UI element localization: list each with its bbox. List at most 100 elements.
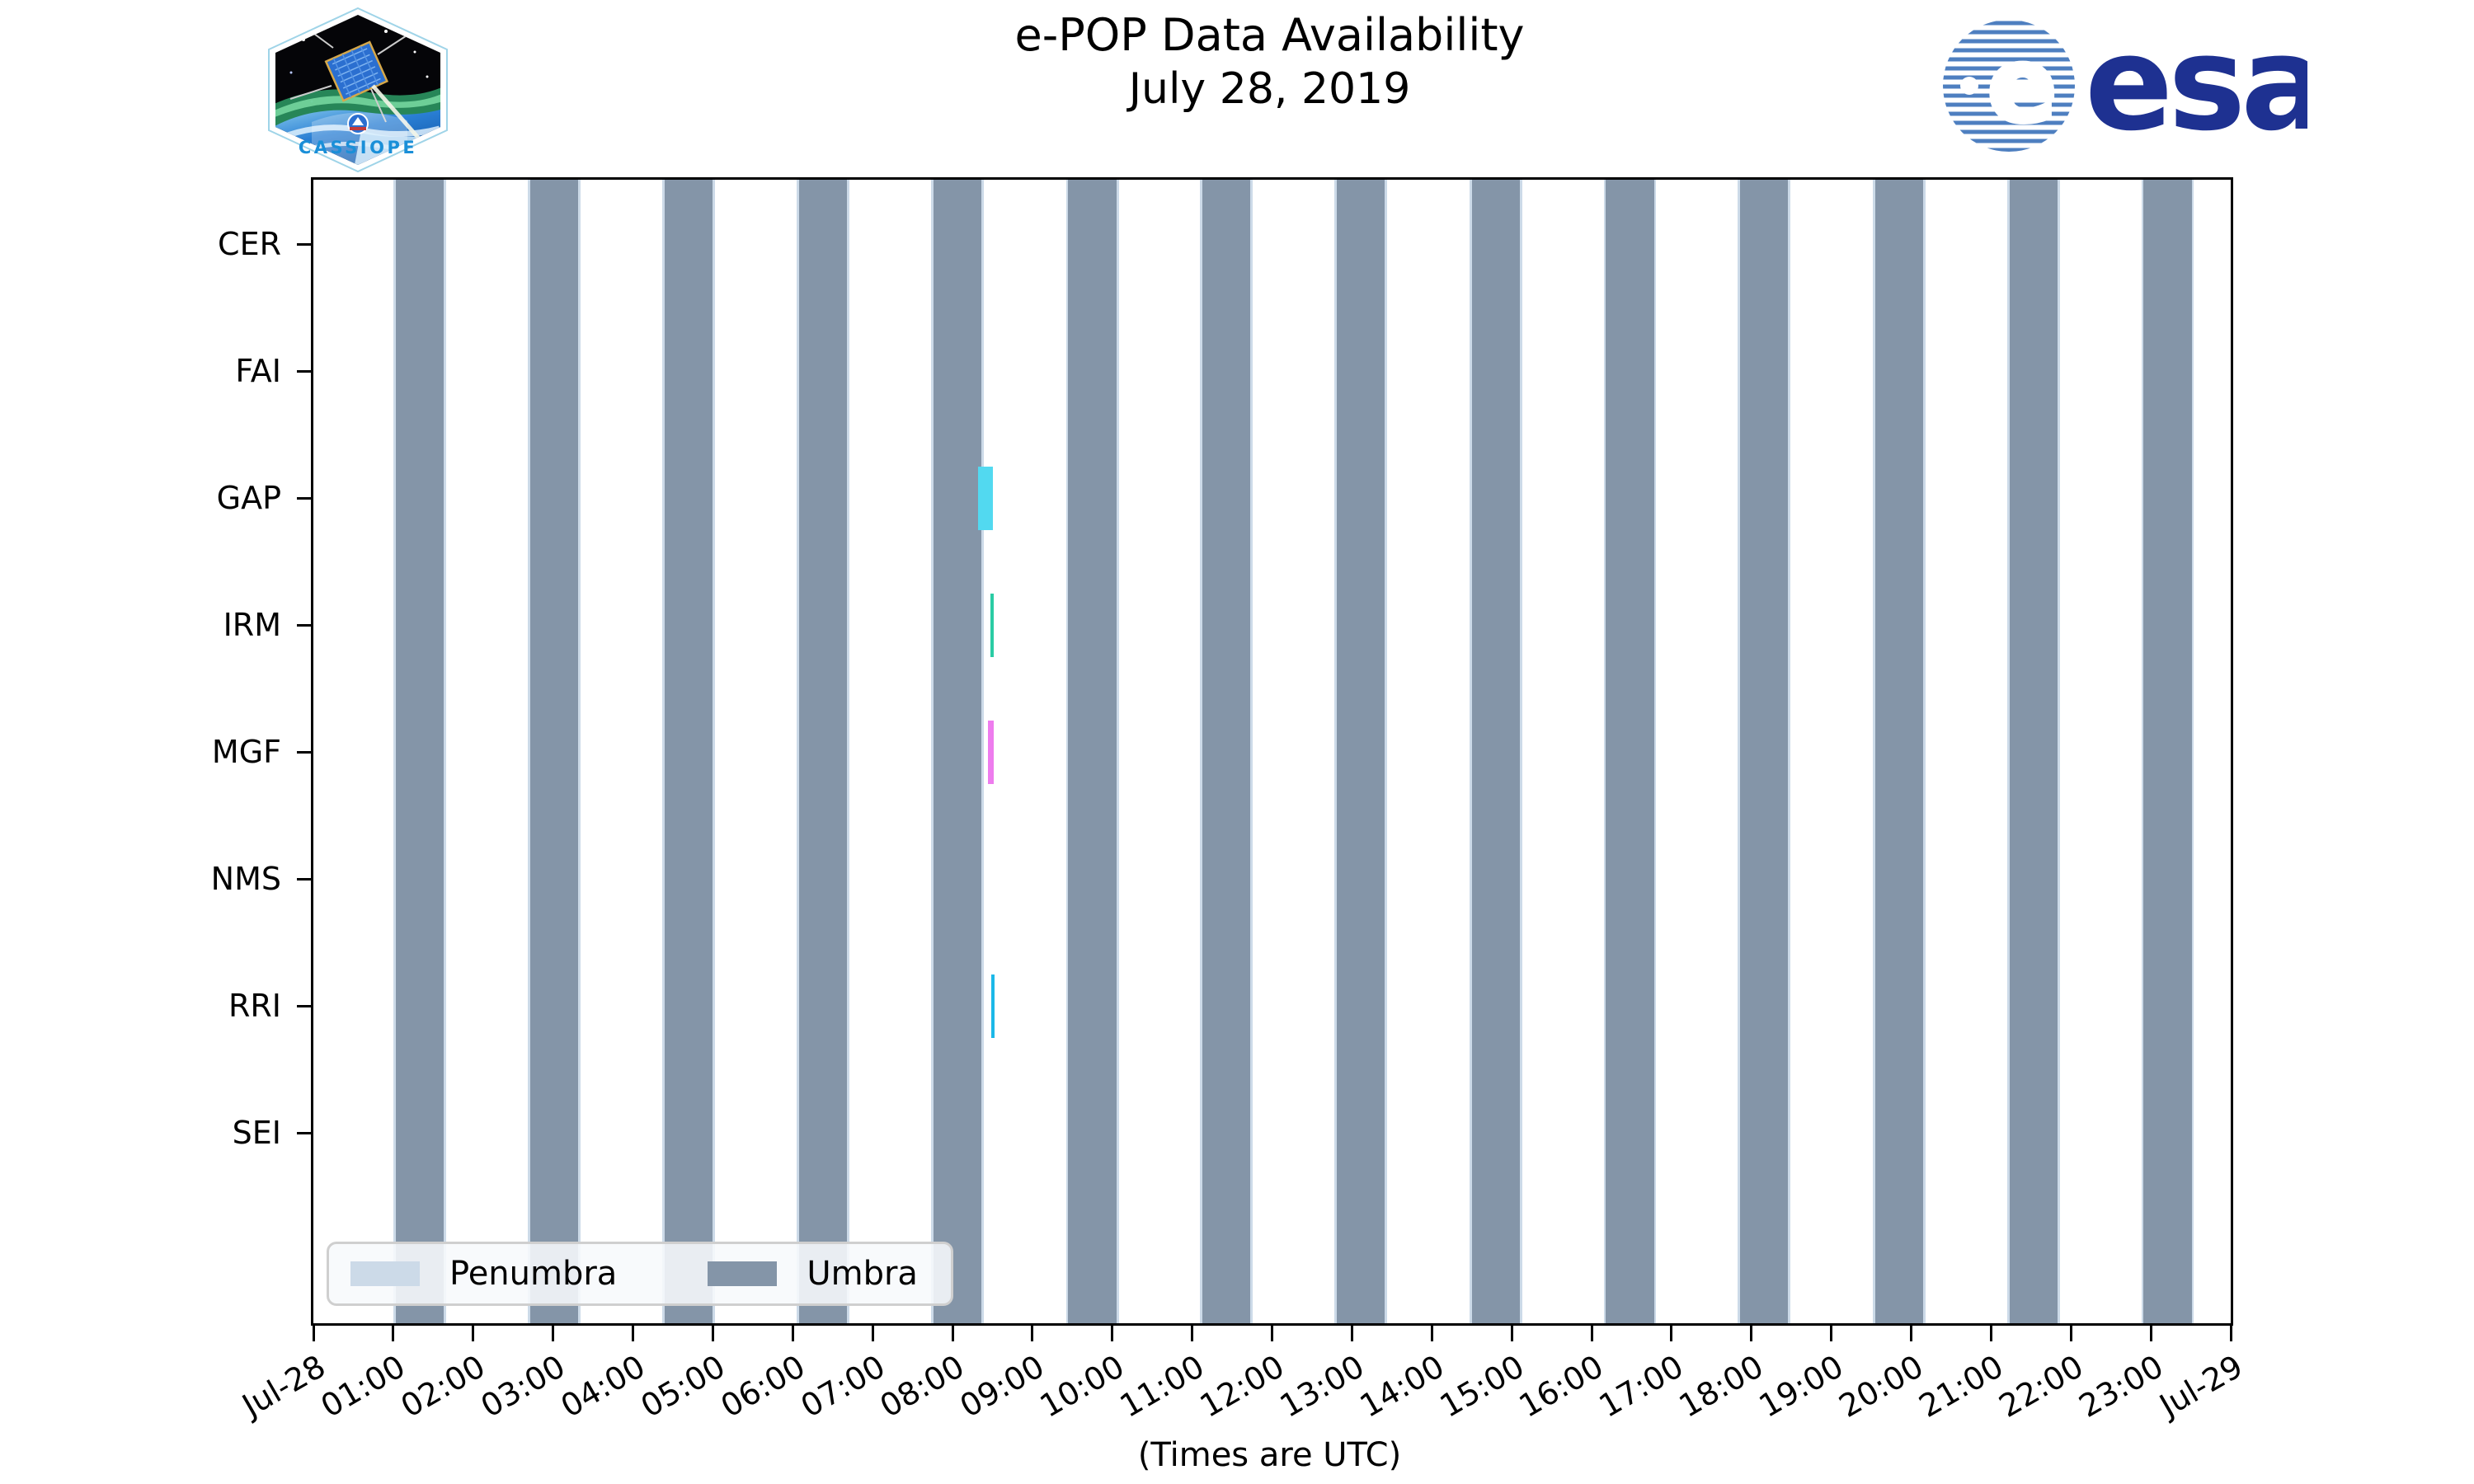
y-tick-label-mgf: MGF (211, 734, 281, 770)
x-tick-label: 21:00 (1912, 1348, 2010, 1425)
umbra-interval-bar (2143, 180, 2192, 1323)
x-tick-label: 10:00 (1033, 1348, 1131, 1425)
x-tick-mark (2229, 1326, 2232, 1341)
x-tick-label: 03:00 (474, 1348, 571, 1425)
penumbra-edge-left (1334, 180, 1337, 1323)
x-tick-mark (472, 1326, 475, 1341)
umbra-interval-bar (2009, 180, 2058, 1323)
penumbra-edge-left (662, 180, 666, 1323)
x-tick-mark (552, 1326, 555, 1341)
y-tick-label-nms: NMS (210, 861, 281, 897)
y-tick-mark (297, 369, 311, 373)
x-tick-mark (711, 1326, 714, 1341)
x-tick-mark (1191, 1326, 1194, 1341)
x-tick-label: 19:00 (1752, 1348, 1850, 1425)
penumbra-edge-right (1250, 180, 1253, 1323)
x-tick-mark (1910, 1326, 1912, 1341)
x-tick-mark (1111, 1326, 1114, 1341)
penumbra-edge-left (1469, 180, 1472, 1323)
penumbra-edge-right (1519, 180, 1522, 1323)
x-tick-label: 04:00 (554, 1348, 651, 1425)
penumbra-edge-left (527, 180, 530, 1323)
x-tick-label: 05:00 (634, 1348, 731, 1425)
penumbra-edge-right (577, 180, 581, 1323)
availability-mark-irm (990, 593, 994, 657)
x-tick-mark (1271, 1326, 1273, 1341)
y-tick-label-irm: IRM (223, 607, 281, 643)
penumbra-edge-left (2141, 180, 2144, 1323)
x-tick-mark (2069, 1326, 2072, 1341)
penumbra-edge-right (713, 180, 716, 1323)
x-tick-mark (871, 1326, 874, 1341)
x-tick-mark (1031, 1326, 1034, 1341)
penumbra-edge-left (1738, 180, 1741, 1323)
y-tick-label-rri: RRI (228, 988, 281, 1024)
umbra-interval-bar (529, 180, 578, 1323)
x-tick-mark (1350, 1326, 1353, 1341)
cassiope-patch-label: CASSIOPE (299, 138, 417, 157)
umbra-interval-bar (933, 180, 981, 1323)
x-axis-label: (Times are UTC) (1137, 1436, 1402, 1474)
penumbra-edge-right (1653, 180, 1657, 1323)
y-tick-label-cer: CER (218, 226, 281, 262)
penumbra-edge-right (1788, 180, 1791, 1323)
penumbra-edge-left (797, 180, 799, 1323)
x-tick-label: 08:00 (874, 1348, 971, 1425)
cassiope-mission-patch-icon: CASSIOPE (268, 7, 448, 173)
penumbra-edge-right (443, 180, 446, 1323)
umbra-interval-bar (1874, 180, 1924, 1323)
umbra-interval-bar (1336, 180, 1385, 1323)
x-tick-mark (392, 1326, 395, 1341)
umbra-interval-bar (395, 180, 444, 1323)
chart-legend: Penumbra Umbra (327, 1242, 953, 1306)
y-tick-mark (297, 1004, 311, 1007)
y-tick-mark (297, 877, 311, 881)
penumbra-edge-left (393, 180, 396, 1323)
svg-text:e: e (1987, 26, 2057, 145)
x-tick-label: 15:00 (1433, 1348, 1531, 1425)
x-tick-label: 09:00 (954, 1348, 1051, 1425)
x-tick-mark (1670, 1326, 1673, 1341)
umbra-interval-bar (1606, 180, 1654, 1323)
penumbra-edge-right (2191, 180, 2194, 1323)
chart-subtitle-date: July 28, 2019 (1128, 64, 1411, 114)
availability-mark-rri (990, 974, 995, 1038)
x-tick-label: 01:00 (315, 1348, 412, 1425)
umbra-interval-bar (799, 180, 848, 1323)
x-tick-label: 07:00 (794, 1348, 891, 1425)
x-tick-label: 02:00 (394, 1348, 492, 1425)
chart-title: e-POP Data Availability (1014, 9, 1525, 61)
penumbra-edge-right (981, 180, 984, 1323)
x-tick-mark (1430, 1326, 1433, 1341)
availability-mark-gap (978, 466, 994, 530)
y-tick-mark (297, 242, 311, 246)
x-tick-label: Jul-29 (2153, 1348, 2249, 1425)
umbra-swatch-icon (708, 1261, 778, 1286)
umbra-interval-bar (1740, 180, 1789, 1323)
legend-label-penumbra: Penumbra (449, 1255, 618, 1293)
penumbra-edge-right (847, 180, 850, 1323)
esa-logo-icon: e esa (1943, 13, 2307, 158)
x-tick-label: 12:00 (1193, 1348, 1291, 1425)
umbra-interval-bar (1068, 180, 1117, 1323)
x-tick-mark (951, 1326, 954, 1341)
x-tick-label: 06:00 (714, 1348, 811, 1425)
penumbra-edge-right (2057, 180, 2060, 1323)
x-tick-mark (1750, 1326, 1753, 1341)
umbra-interval-bar (665, 180, 713, 1323)
penumbra-edge-left (1200, 180, 1203, 1323)
x-tick-mark (632, 1326, 634, 1341)
penumbra-edge-right (1385, 180, 1387, 1323)
x-tick-label: 11:00 (1113, 1348, 1211, 1425)
y-tick-label-fai: FAI (235, 353, 281, 389)
x-tick-mark (2149, 1326, 2152, 1341)
x-tick-label: 23:00 (2072, 1348, 2170, 1425)
x-tick-mark (1590, 1326, 1593, 1341)
penumbra-edge-left (1873, 180, 1875, 1323)
x-tick-label: 13:00 (1273, 1348, 1371, 1425)
esa-wordmark: esa (2085, 13, 2307, 158)
y-tick-mark (297, 750, 311, 754)
x-tick-mark (312, 1326, 315, 1341)
y-tick-mark (297, 1131, 311, 1134)
